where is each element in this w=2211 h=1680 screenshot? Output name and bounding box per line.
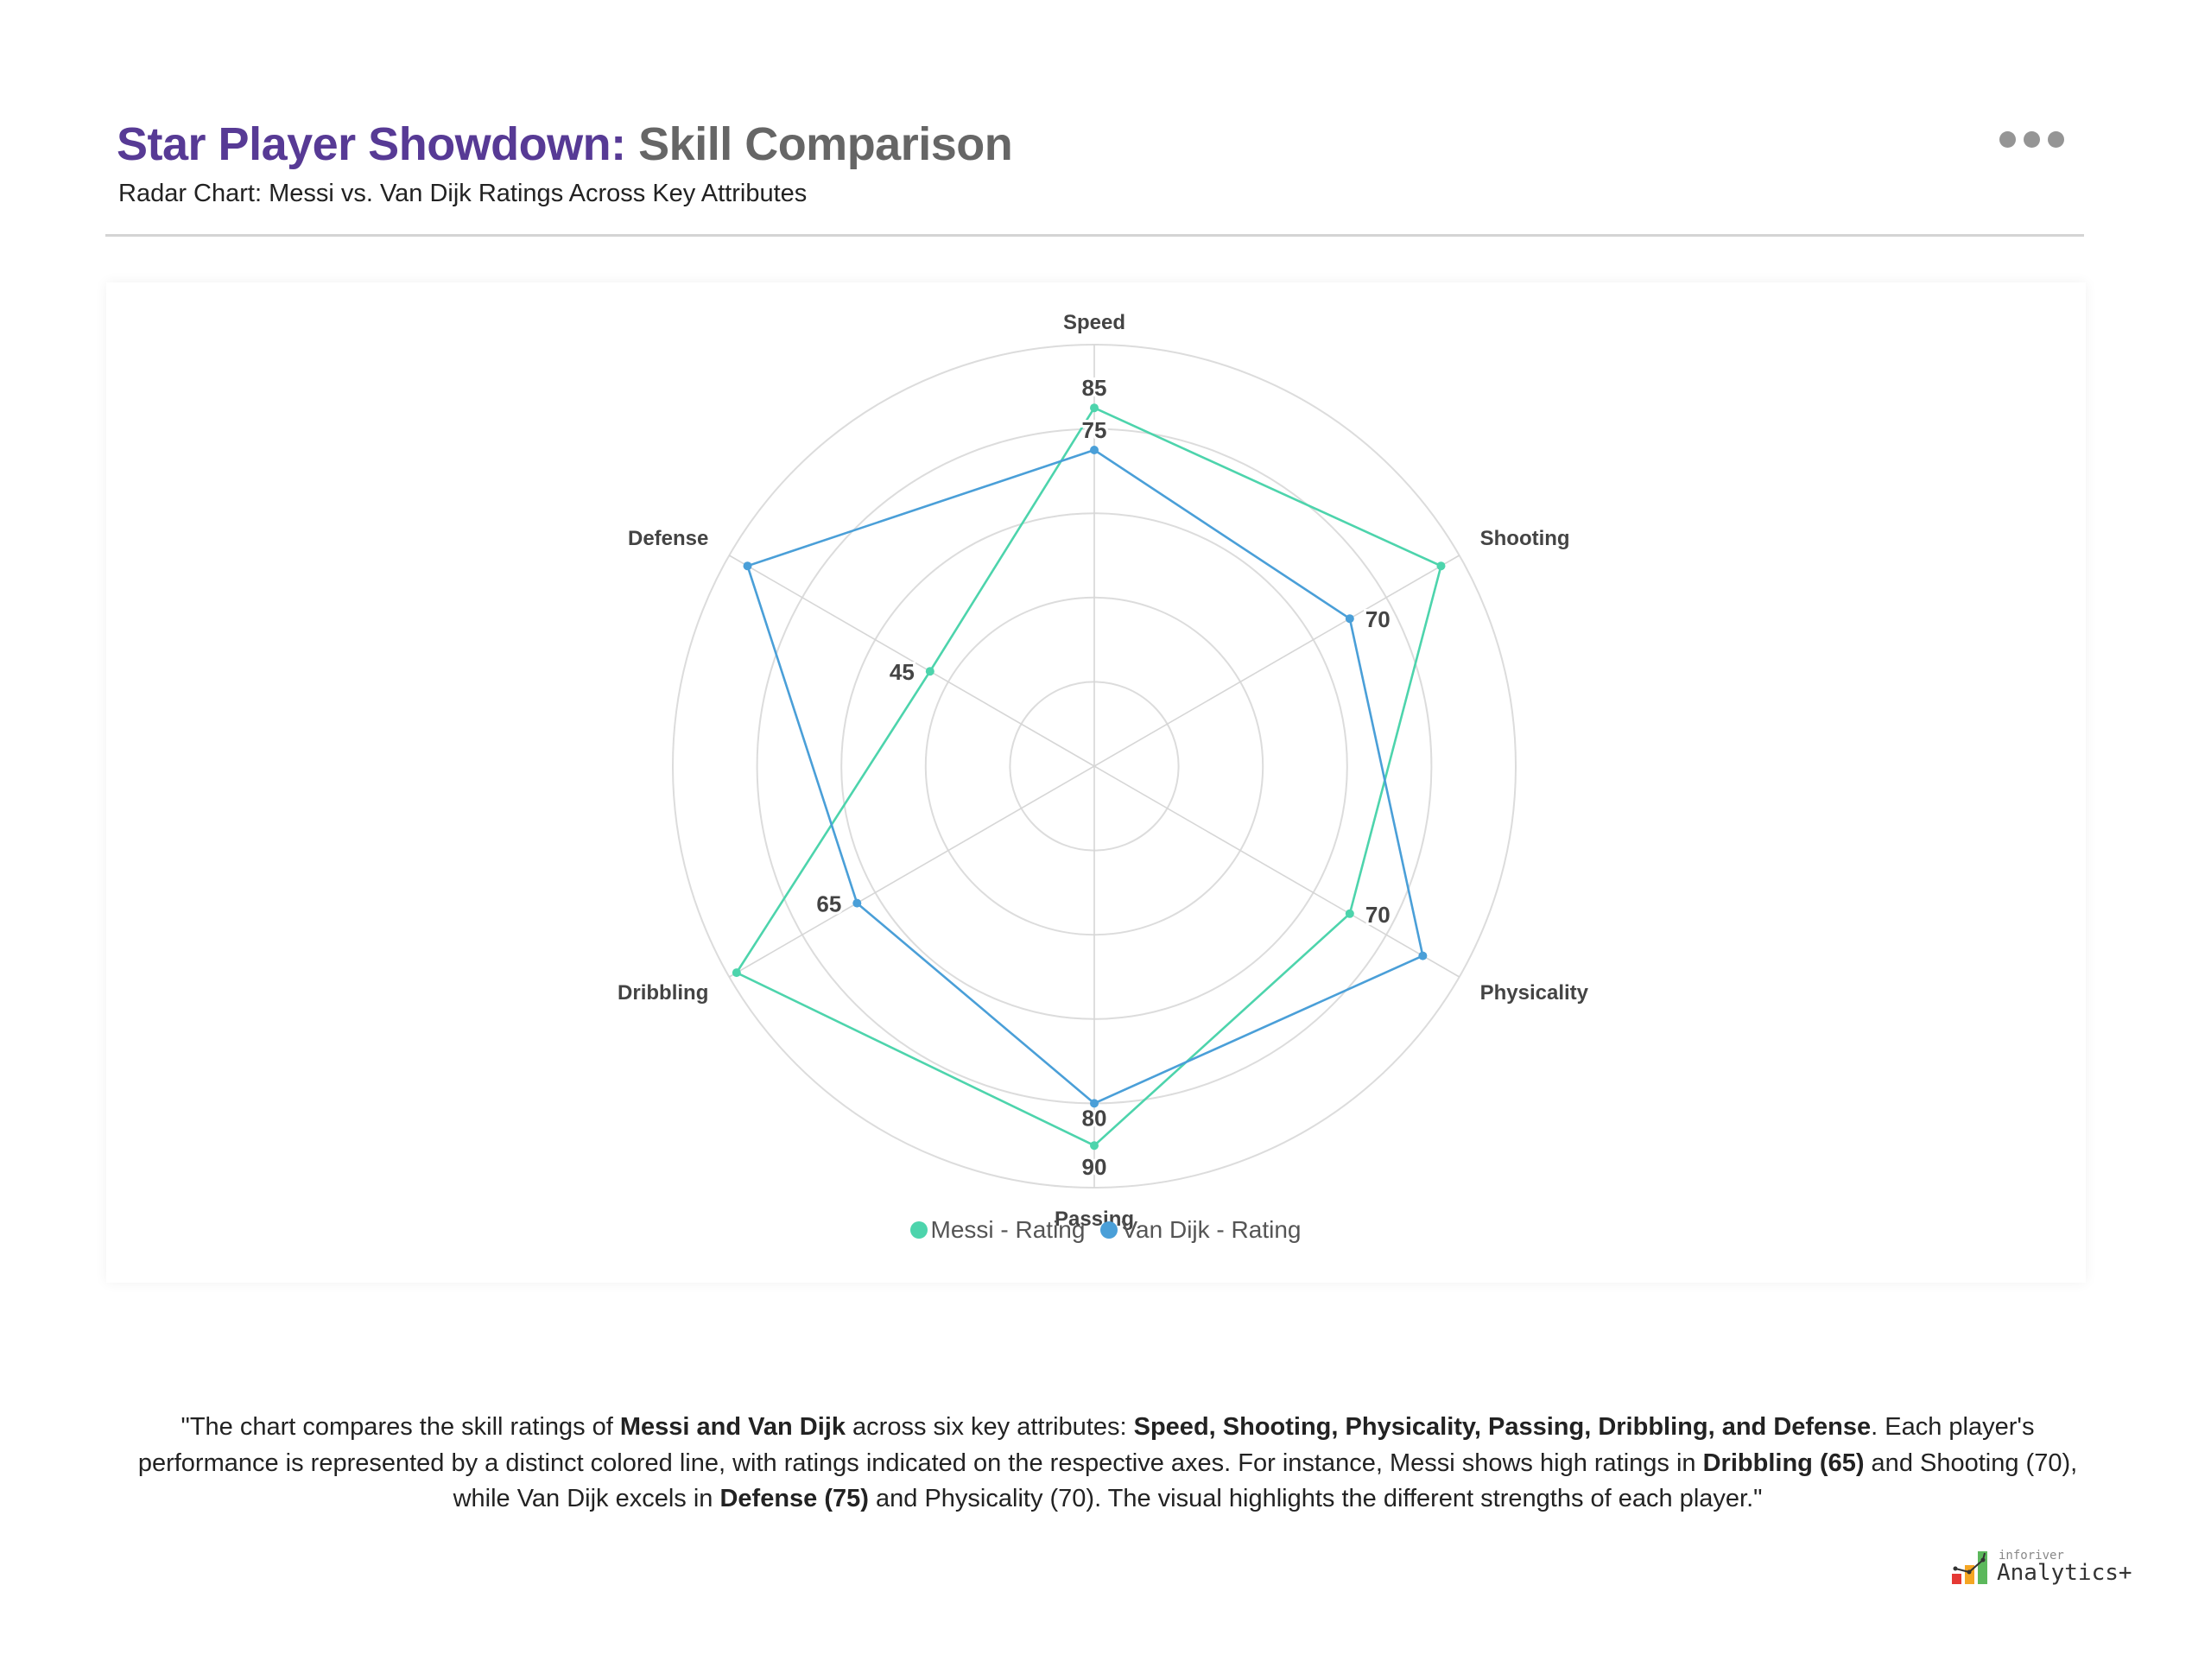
legend-item-van-dijk[interactable]: Van Dijk - Rating [1100,1216,1301,1244]
data-point [1090,403,1099,413]
summary-bold: Messi and Van Dijk [619,1413,846,1441]
data-label: 75 [1082,417,1107,443]
summary-text: and Shooting (70), while Van Dijk excels… [453,1449,2078,1513]
summary-bold: Dribbling (65) [1702,1449,1865,1477]
chart-summary: "The chart compares the skill ratings of… [121,1410,2094,1518]
data-point [732,968,741,978]
legend-item-messi[interactable]: Messi - Rating [909,1216,1086,1244]
data-label: 45 [890,659,915,685]
chart-legend: Messi - Rating Van Dijk - Rating [0,1216,2211,1244]
data-point [852,898,862,908]
axis-label-dribbling: Dribbling [618,981,708,1005]
grid-spoke [728,765,1095,978]
more-horizontal-icon-dot [2048,131,2064,148]
data-label: 80 [1082,1105,1107,1131]
data-point [1345,614,1354,624]
axis-label-passing: Passing [1055,1208,1134,1231]
title-secondary: Skill Comparison [638,118,1013,170]
summary-bold: Defense (75) [719,1485,869,1512]
data-point [1345,909,1354,918]
axis-label-physicality: Physicality [1480,981,1589,1005]
grid-spoke [728,555,1095,767]
legend-dot-van-dijk [1100,1221,1118,1239]
legend-dot-messi [909,1221,928,1239]
grid-spoke [1093,765,1460,978]
page-title: Star Player Showdown: Skill Comparison [117,117,1013,171]
data-point [1090,1099,1099,1108]
logo-brand-big: Analytics+ [1997,1560,2132,1586]
data-label: 70 [1365,902,1391,928]
data-point [743,561,752,571]
logo-brand-small: inforiver [1999,1549,2064,1563]
data-label: 65 [816,891,841,917]
summary-text: "The chart compares the skill ratings of [181,1413,620,1441]
more-horizontal-icon-dot [2024,131,2040,148]
more-horizontal-icon-dot [1999,131,2016,148]
legend-label-van-dijk: Van Dijk - Rating [1121,1216,1302,1243]
data-point [1090,1141,1099,1151]
data-point [1436,561,1446,571]
axis-label-speed: Speed [1063,311,1125,334]
summary-text: and Physicality (70). The visual highlig… [868,1485,1763,1512]
data-label: 70 [1365,606,1391,632]
summary-bold: Speed, Shooting, Physicality, Passing, D… [1133,1413,1872,1441]
legend-label-messi: Messi - Rating [930,1216,1086,1243]
page-subtitle: Radar Chart: Messi vs. Van Dijk Ratings … [118,180,808,207]
grid-spoke [1093,555,1460,767]
axis-label-defense: Defense [628,527,708,550]
data-point [1418,951,1428,960]
series-line-1 [746,448,1424,1105]
data-point [1090,446,1099,454]
bar-chart-logo-icon [1952,1551,1987,1584]
more-options-button[interactable] [1999,131,2064,148]
data-label: 90 [1082,1154,1107,1180]
data-point [925,667,934,676]
summary-text: . Each player's performance is represent… [137,1413,2035,1477]
inforiver-logo: inforiver Analytics+ [1950,1546,2132,1584]
header-divider [105,234,2084,237]
data-label: 85 [1082,375,1107,401]
title-primary: Star Player Showdown: [117,118,626,170]
axis-label-shooting: Shooting [1480,527,1570,550]
summary-text: across six key attributes: [846,1413,1134,1441]
